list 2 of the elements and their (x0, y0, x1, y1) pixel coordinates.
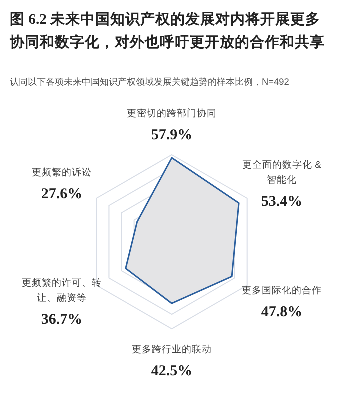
title: 图 6.2 未来中国知识产权的发展对内将开展更多协同和数字化，对外也呼吁更开放的合作和共享 (10, 12, 325, 51)
chart-subtitle: 认同以下各项未来中国知识产权领域发展关键趋势的样本比例，N=492 (10, 77, 290, 87)
